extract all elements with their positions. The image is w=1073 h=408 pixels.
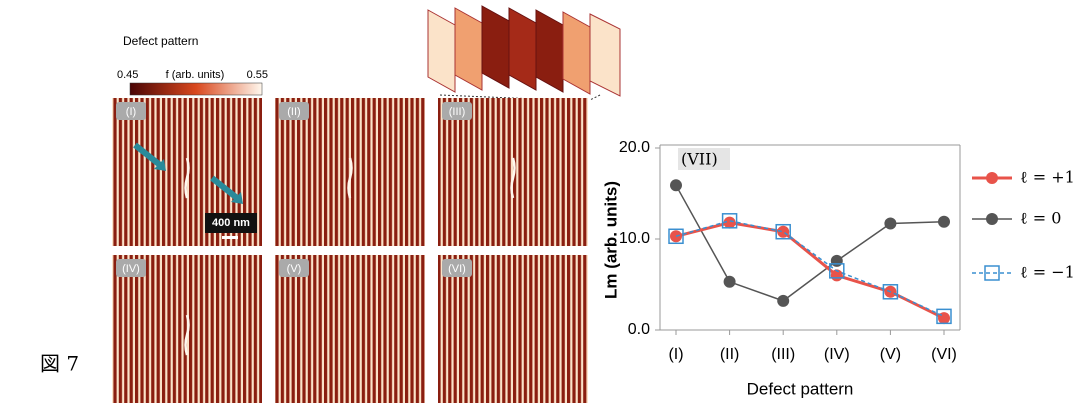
marker: [831, 255, 843, 267]
series-line: [676, 185, 944, 301]
y-axis-label: Lm (arb. units): [601, 181, 620, 299]
colorbar-label: f (arb. units): [166, 69, 225, 81]
colorbar: [130, 83, 262, 95]
x-tick-label: (IV): [824, 346, 850, 363]
y-tick-label: 10.0: [619, 230, 650, 247]
panel-label: (VI): [448, 263, 466, 275]
panel-label: (I): [126, 106, 136, 118]
legend-marker: [986, 213, 998, 225]
marker: [777, 295, 789, 307]
series-line: [676, 223, 944, 319]
legend-label: ℓ = 0: [1020, 209, 1061, 228]
layer-stack: [428, 6, 620, 100]
x-tick-label: (III): [771, 346, 795, 363]
panel-label: (II): [287, 106, 300, 118]
chart-annotation: (VII): [681, 150, 718, 169]
series-line: [676, 221, 944, 317]
marker: [884, 218, 896, 230]
panel-label: (III): [449, 106, 466, 118]
panel-label: (V): [287, 263, 302, 275]
figure: 図 7 Defect pattern 0.45 f (arb. units) 0…: [0, 0, 1073, 403]
patterns-title: Defect pattern: [123, 34, 198, 48]
marker: [724, 276, 736, 288]
marker: [777, 226, 789, 238]
legend-label: ℓ = −1: [1020, 263, 1073, 282]
legend-marker: [986, 172, 998, 184]
y-tick-label: 0.0: [628, 321, 650, 338]
x-axis-label: Defect pattern: [747, 379, 854, 398]
colorbar-min: 0.45: [117, 69, 138, 81]
x-tick-label: (II): [720, 346, 740, 363]
x-tick-label: (V): [880, 346, 901, 363]
pattern-panel: [438, 255, 588, 403]
scale-bar: [222, 236, 238, 239]
colorbar-max: 0.55: [247, 69, 268, 81]
marker: [670, 179, 682, 191]
marker: [938, 216, 950, 228]
pattern-panel: [275, 255, 425, 403]
legend-label: ℓ = +1: [1020, 168, 1073, 187]
scale-bar-label: 400 nm: [212, 217, 250, 229]
x-tick-label: (I): [668, 346, 683, 363]
figure-label: 図 7: [40, 352, 79, 376]
y-tick-label: 20.0: [619, 139, 650, 156]
panel-label: (IV): [122, 263, 140, 275]
x-tick-label: (VI): [931, 346, 957, 363]
